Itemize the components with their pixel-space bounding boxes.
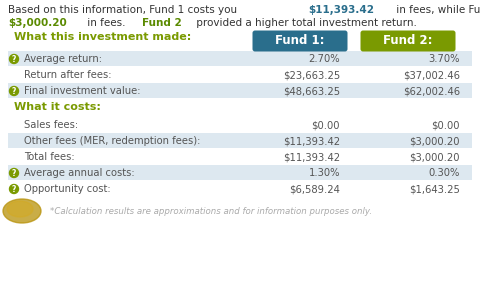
Text: Fund 1:: Fund 1: [275, 35, 325, 48]
Text: $48,663.25: $48,663.25 [283, 86, 340, 96]
Text: Return after fees:: Return after fees: [24, 70, 111, 80]
Text: Based on this information, Fund 1 costs you: Based on this information, Fund 1 costs … [8, 5, 240, 15]
Text: $0.00: $0.00 [312, 120, 340, 130]
Text: in fees, while Fund 2 costs you: in fees, while Fund 2 costs you [393, 5, 480, 15]
Bar [8, 51, 472, 66]
Text: 2.70%: 2.70% [308, 54, 340, 64]
Text: $0.00: $0.00 [432, 120, 460, 130]
Text: What it costs:: What it costs: [14, 102, 101, 112]
Ellipse shape [3, 199, 41, 223]
Text: Average annual costs:: Average annual costs: [24, 168, 134, 178]
Text: Fund 2: Fund 2 [142, 18, 181, 28]
Bar [8, 83, 472, 98]
Text: *Calculation results are approximations and for information purposes only.: *Calculation results are approximations … [50, 206, 372, 215]
Text: Average return:: Average return: [24, 54, 102, 64]
Text: $23,663.25: $23,663.25 [283, 70, 340, 80]
Text: $62,002.46: $62,002.46 [403, 86, 460, 96]
Text: Fund 2:: Fund 2: [383, 35, 433, 48]
Text: provided a higher total investment return.: provided a higher total investment retur… [193, 18, 417, 28]
Text: ?: ? [12, 168, 16, 177]
Text: 3.70%: 3.70% [429, 54, 460, 64]
Circle shape [10, 55, 19, 64]
Ellipse shape [7, 201, 33, 217]
FancyBboxPatch shape [252, 30, 348, 52]
Text: Total fees:: Total fees: [24, 152, 74, 162]
Bar [8, 133, 472, 148]
Text: ?: ? [12, 184, 16, 193]
Text: What this investment made:: What this investment made: [14, 32, 191, 42]
Text: $37,002.46: $37,002.46 [403, 70, 460, 80]
Text: $3,000.20: $3,000.20 [8, 18, 67, 28]
Text: Sales fees:: Sales fees: [24, 120, 78, 130]
Text: $11,393.42: $11,393.42 [283, 152, 340, 162]
Bar [8, 165, 472, 180]
Circle shape [10, 184, 19, 193]
Text: $1,643.25: $1,643.25 [409, 184, 460, 194]
Text: Opportunity cost:: Opportunity cost: [24, 184, 110, 194]
Text: in fees.: in fees. [84, 18, 129, 28]
Text: Other fees (MER, redemption fees):: Other fees (MER, redemption fees): [24, 136, 200, 146]
Text: 0.30%: 0.30% [429, 168, 460, 178]
Text: $11,393.42: $11,393.42 [283, 136, 340, 146]
FancyBboxPatch shape [360, 30, 456, 52]
Circle shape [10, 168, 19, 177]
Text: $3,000.20: $3,000.20 [409, 152, 460, 162]
Text: $6,589.24: $6,589.24 [289, 184, 340, 194]
Text: 1.30%: 1.30% [309, 168, 340, 178]
Text: $3,000.20: $3,000.20 [409, 136, 460, 146]
Text: $11,393.42: $11,393.42 [308, 5, 374, 15]
Circle shape [10, 86, 19, 95]
Text: ?: ? [12, 55, 16, 64]
Text: ?: ? [12, 86, 16, 95]
Text: Final investment value:: Final investment value: [24, 86, 141, 96]
